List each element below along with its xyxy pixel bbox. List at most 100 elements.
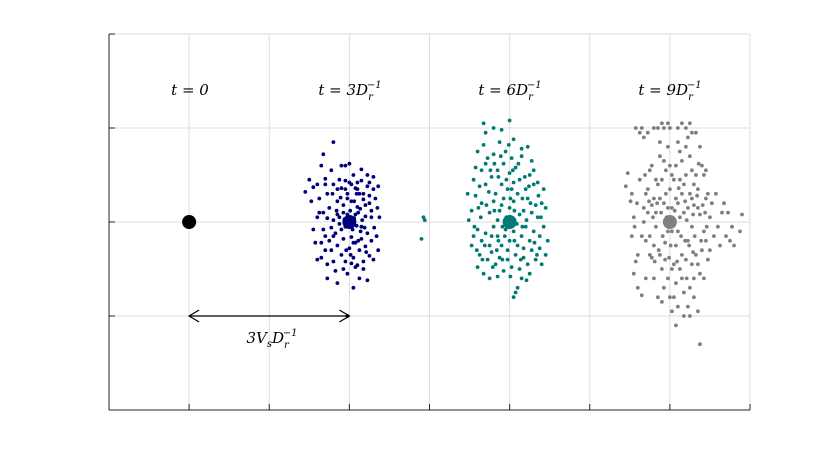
point-t9-85 — [686, 135, 690, 140]
point-t6-85 — [465, 191, 470, 196]
point-t6-76 — [487, 276, 492, 281]
point-t6-55 — [483, 231, 488, 236]
point-t9-148 — [658, 253, 662, 257]
point-t6-81 — [511, 295, 516, 300]
point-t9-7 — [641, 206, 646, 210]
point-t9-165 — [652, 259, 657, 264]
point-t3-31 — [359, 167, 364, 172]
point-t3-70 — [349, 235, 354, 239]
point-t9-147 — [668, 295, 672, 300]
point-t6-37 — [525, 196, 530, 201]
point-t6-66 — [509, 265, 514, 269]
point-t3-98 — [329, 168, 334, 173]
point-t9-143 — [682, 314, 686, 318]
point-t6-130 — [498, 154, 503, 159]
point-t6-57 — [475, 227, 480, 232]
label-t9-sub: r — [688, 92, 694, 103]
point-t3-33 — [367, 193, 372, 198]
point-t3-16 — [349, 199, 354, 204]
point-t9-186 — [647, 199, 651, 204]
point-t6-146 — [476, 206, 481, 210]
point-t6-97 — [481, 121, 486, 126]
point-t6-113 — [495, 218, 500, 223]
point-t3-92 — [341, 267, 346, 271]
center-marker-t3 — [342, 215, 357, 229]
point-t3-63 — [329, 248, 334, 253]
point-t3-113 — [365, 278, 370, 283]
point-t3-80 — [369, 238, 374, 243]
point-t3-111 — [351, 285, 356, 290]
point-t9-67 — [738, 229, 742, 234]
point-t3-106 — [331, 140, 336, 145]
point-t9-18 — [662, 201, 666, 206]
point-t6-5 — [481, 143, 486, 147]
point-t6-138 — [490, 265, 495, 269]
point-t9-180 — [683, 199, 687, 204]
point-t9-72 — [672, 295, 676, 300]
point-t6-18 — [519, 154, 524, 159]
point-t9-127 — [660, 121, 664, 126]
point-t9-32 — [649, 203, 654, 208]
point-t6-143 — [520, 196, 525, 201]
point-t6-51 — [499, 243, 504, 248]
point-t3-134 — [358, 206, 363, 211]
point-t9-168 — [716, 224, 720, 229]
point-t3-90 — [361, 267, 366, 271]
point-t3-88 — [345, 271, 350, 276]
point-t9-181 — [667, 255, 671, 260]
point-t3-55 — [325, 216, 330, 221]
point-t9-76 — [686, 304, 690, 309]
point-t9-90 — [696, 187, 700, 192]
point-t9-178 — [703, 210, 707, 215]
point-t9-61 — [714, 191, 718, 196]
point-t9-160 — [695, 193, 699, 198]
point-t3-107 — [349, 182, 354, 187]
point-t9-103 — [647, 253, 652, 257]
point-t6-35 — [511, 199, 516, 204]
point-t9-26 — [645, 130, 650, 135]
point-t3-83 — [374, 234, 379, 239]
center-marker-t0 — [182, 215, 197, 229]
arrow-head-left — [187, 309, 200, 323]
point-t9-139 — [710, 201, 714, 206]
label-t6-base: t = 6D — [478, 81, 528, 99]
point-t6-53 — [491, 224, 496, 229]
point-t9-14 — [654, 210, 658, 215]
point-t6-23 — [535, 180, 540, 185]
point-t9-11 — [639, 293, 644, 298]
point-t3-131 — [344, 248, 349, 253]
point-t6-131 — [516, 161, 521, 166]
point-t6-108 — [489, 234, 494, 239]
point-t6-125 — [496, 175, 501, 179]
point-t3-101 — [355, 187, 360, 192]
point-t6-118 — [486, 190, 491, 194]
point-t6-128 — [536, 193, 541, 198]
point-t9-40 — [672, 262, 676, 267]
point-t9-48 — [686, 238, 690, 243]
point-t6-14 — [507, 171, 512, 176]
point-t6-31 — [491, 199, 496, 204]
point-t9-120 — [670, 173, 674, 177]
point-t3-17 — [351, 173, 356, 177]
point-t3-58 — [319, 240, 324, 245]
point-t6-129 — [474, 248, 479, 253]
point-t3-56 — [323, 248, 328, 253]
point-t9-46 — [684, 173, 688, 177]
point-t9-68 — [740, 212, 744, 217]
point-t6-40 — [539, 201, 544, 206]
point-t3-77 — [363, 244, 368, 249]
point-t9-50 — [690, 224, 694, 229]
point-t6-33 — [501, 196, 506, 201]
point-t9-38 — [668, 243, 673, 248]
point-t6-88 — [541, 187, 546, 192]
point-t9-31 — [645, 210, 650, 215]
point-t6-98 — [519, 146, 524, 151]
point-t9-167 — [635, 201, 639, 206]
point-t6-34 — [507, 206, 512, 210]
point-t6-99 — [529, 159, 534, 163]
point-t3-25 — [367, 201, 372, 206]
point-t3-87 — [333, 269, 338, 273]
point-t9-173 — [635, 285, 640, 290]
point-t9-171 — [728, 238, 732, 243]
label-arrow-vsub: s — [267, 339, 272, 350]
